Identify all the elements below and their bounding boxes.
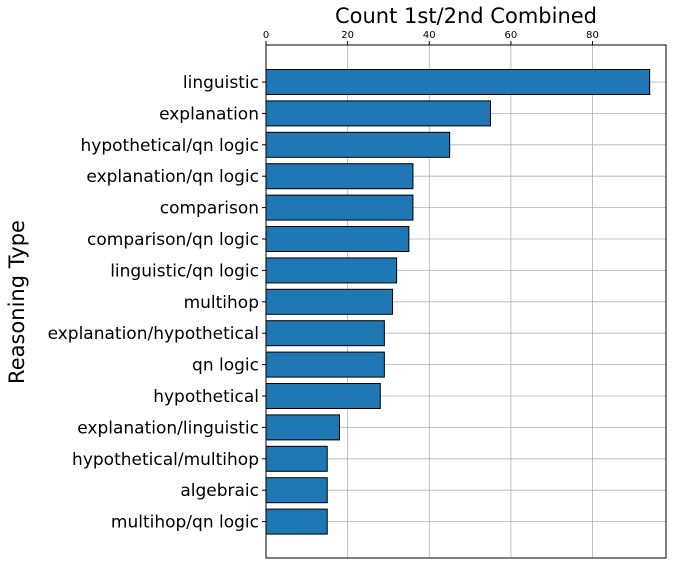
bars: [265, 69, 651, 535]
bar-8: [265, 320, 385, 347]
category-label-13: algebraic: [180, 481, 259, 501]
category-label-5: comparison/qn logic: [87, 230, 259, 250]
bar-12: [265, 445, 328, 472]
category-label-10: hypothetical: [153, 387, 259, 407]
bar-14: [265, 508, 328, 535]
y-axis-label: Reasoning Type: [5, 220, 29, 384]
category-label-1: explanation: [159, 104, 259, 124]
x-tick-label-1: 20: [341, 30, 354, 41]
bar-5: [265, 226, 410, 252]
category-label-11: explanation/linguistic: [77, 418, 259, 438]
category-label-9: qn logic: [192, 356, 259, 376]
bar-3: [265, 163, 414, 190]
bar-10: [265, 383, 381, 409]
bar-0: [265, 69, 651, 95]
bar-13: [265, 477, 328, 504]
x-tick-label-4: 80: [586, 30, 599, 41]
bar-4: [265, 194, 414, 221]
category-label-7: multihop: [184, 293, 259, 313]
bar-9: [265, 351, 385, 378]
category-labels: linguistic explanation hypothetical/qn log…: [48, 73, 259, 533]
chart-title: Count 1st/2nd Combined: [335, 4, 597, 28]
category-label-3: explanation/qn logic: [86, 167, 259, 187]
x-axis-ticks: 0 20 40 60 80: [262, 30, 599, 523]
category-label-4: comparison: [160, 199, 259, 219]
bar-11: [265, 414, 340, 441]
category-label-2: hypothetical/qn logic: [81, 136, 259, 156]
category-label-14: multihop/qn logic: [111, 513, 259, 533]
bar-7: [265, 288, 394, 315]
category-label-8: explanation/hypothetical: [48, 324, 259, 344]
x-tick-label-0: 0: [263, 30, 269, 41]
category-label-12: hypothetical/multihop: [72, 450, 259, 470]
x-tick-label-3: 60: [505, 30, 518, 41]
bar-1: [265, 100, 491, 127]
bar-6: [265, 257, 398, 284]
bar-2: [265, 131, 451, 158]
category-label-0: linguistic: [183, 73, 259, 93]
x-tick-label-2: 40: [423, 30, 436, 41]
category-label-6: linguistic/qn logic: [110, 261, 259, 281]
